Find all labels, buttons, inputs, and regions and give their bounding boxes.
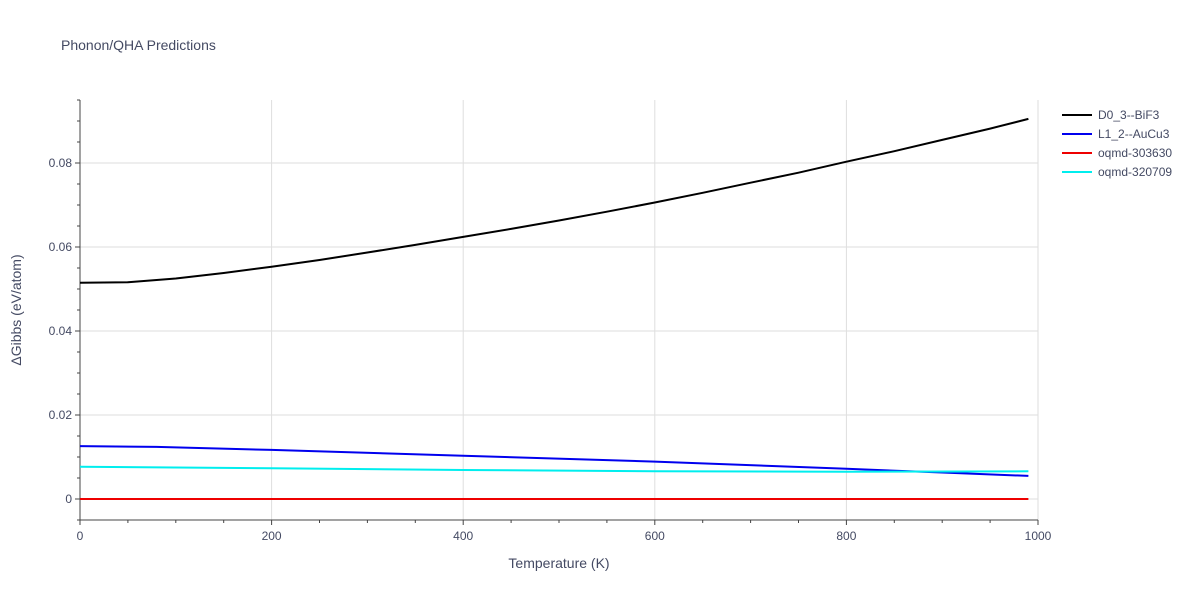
y-tick-label: 0.08	[49, 156, 73, 170]
chart-title: Phonon/QHA Predictions	[61, 37, 216, 53]
legend[interactable]: D0_3--BiF3 L1_2--AuCu3 oqmd-303630 oqmd-320…	[1062, 108, 1172, 179]
legend-item-3[interactable]: oqmd-303630	[1062, 146, 1172, 160]
legend-item-1[interactable]: D0_3--BiF3	[1062, 108, 1160, 122]
series-line-1	[79, 117, 1029, 284]
x-tick-label: 400	[453, 529, 473, 543]
x-axis-title: Temperature (K)	[508, 555, 609, 571]
y-tick-label: 0.06	[49, 240, 73, 254]
grid	[80, 100, 1039, 520]
legend-label: D0_3--BiF3	[1098, 108, 1160, 122]
y-tick-label: 0.02	[49, 408, 73, 422]
legend-label: L1_2--AuCu3	[1098, 127, 1170, 141]
x-tick-label: 600	[645, 529, 665, 543]
x-tick-label: 200	[262, 529, 282, 543]
y-tick-label: 0	[65, 492, 72, 506]
legend-item-2[interactable]: L1_2--AuCu3	[1062, 127, 1170, 141]
legend-label: oqmd-320709	[1098, 165, 1172, 179]
x-tick-label: 0	[77, 529, 84, 543]
axes: 0 200 400 600 800 1000 0 0.02 0.04 0.06 0.08	[49, 99, 1052, 543]
series-line-4	[79, 465, 1029, 473]
x-tick-label: 1000	[1025, 529, 1052, 543]
legend-label: oqmd-303630	[1098, 146, 1172, 160]
y-tick-label: 0.04	[49, 324, 73, 338]
x-tick-label: 800	[836, 529, 856, 543]
y-axis-title: ΔGibbs (eV/atom)	[8, 254, 24, 365]
legend-item-4[interactable]: oqmd-320709	[1062, 165, 1172, 179]
series-group	[79, 117, 1029, 500]
